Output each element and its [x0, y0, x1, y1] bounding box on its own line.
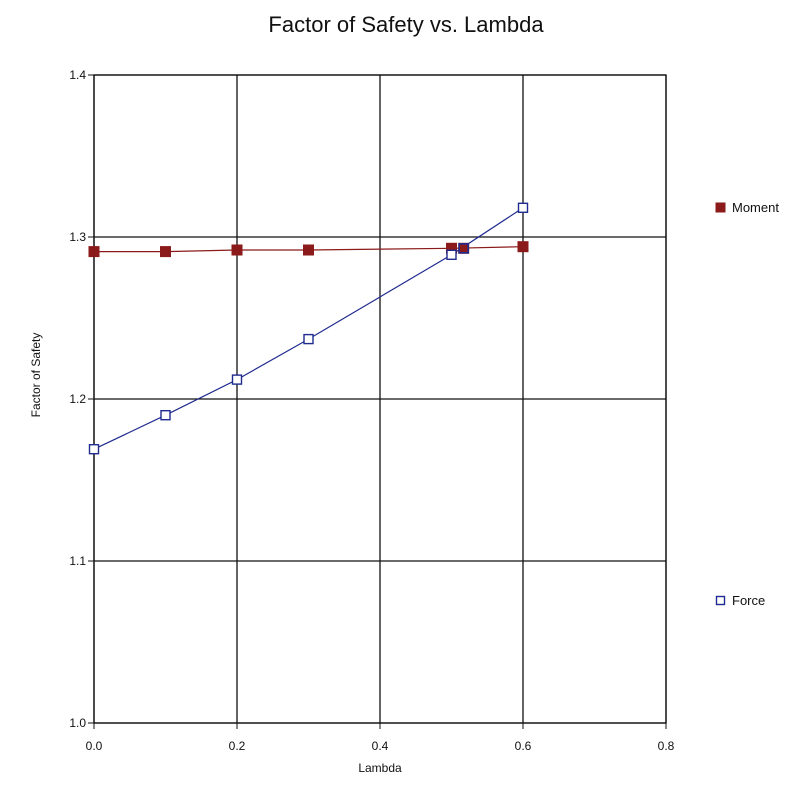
data-point-moment — [88, 246, 100, 258]
data-point-moment — [517, 241, 529, 253]
data-point-moment — [160, 246, 171, 258]
tick-labels: 0.0 0.2 0.4 0.6 0.8 1.0 1.1 1.2 1.3 1.4 — [69, 68, 674, 753]
x-tick-label: 0.6 — [515, 739, 532, 753]
legend-marker-moment — [715, 202, 726, 213]
data-point-force — [160, 410, 171, 421]
y-tick-label: 1.2 — [69, 392, 86, 406]
y-tick-label: 1.4 — [69, 68, 86, 82]
data-point-force — [517, 202, 529, 214]
data-point-moment — [231, 244, 243, 256]
intersection-point-fill — [458, 242, 470, 254]
y-tick-label: 1.0 — [69, 716, 86, 730]
x-tick-label: 0.0 — [86, 739, 103, 753]
legend-marker-force — [715, 595, 726, 606]
data-point-force — [303, 333, 314, 345]
x-tick-label: 0.4 — [372, 739, 389, 753]
intersection-point — [458, 243, 470, 254]
series-layer — [88, 202, 529, 455]
data-point-moment — [303, 244, 314, 256]
chart-title: Factor of Safety vs. Lambda — [268, 12, 544, 37]
legend-label-force: Force — [732, 593, 765, 608]
y-axis-label: Factor of Safety — [29, 333, 43, 418]
x-tick-label: 0.2 — [229, 739, 246, 753]
legend: Moment Force — [715, 200, 779, 608]
x-tick-label: 0.8 — [658, 739, 675, 753]
y-tick-label: 1.1 — [69, 554, 86, 568]
y-tick-label: 1.3 — [69, 230, 86, 244]
data-point-force — [88, 444, 100, 455]
data-point-force — [231, 374, 243, 385]
data-point-force — [446, 249, 457, 261]
legend-label-moment: Moment — [732, 200, 779, 215]
x-axis-label: Lambda — [358, 761, 402, 775]
